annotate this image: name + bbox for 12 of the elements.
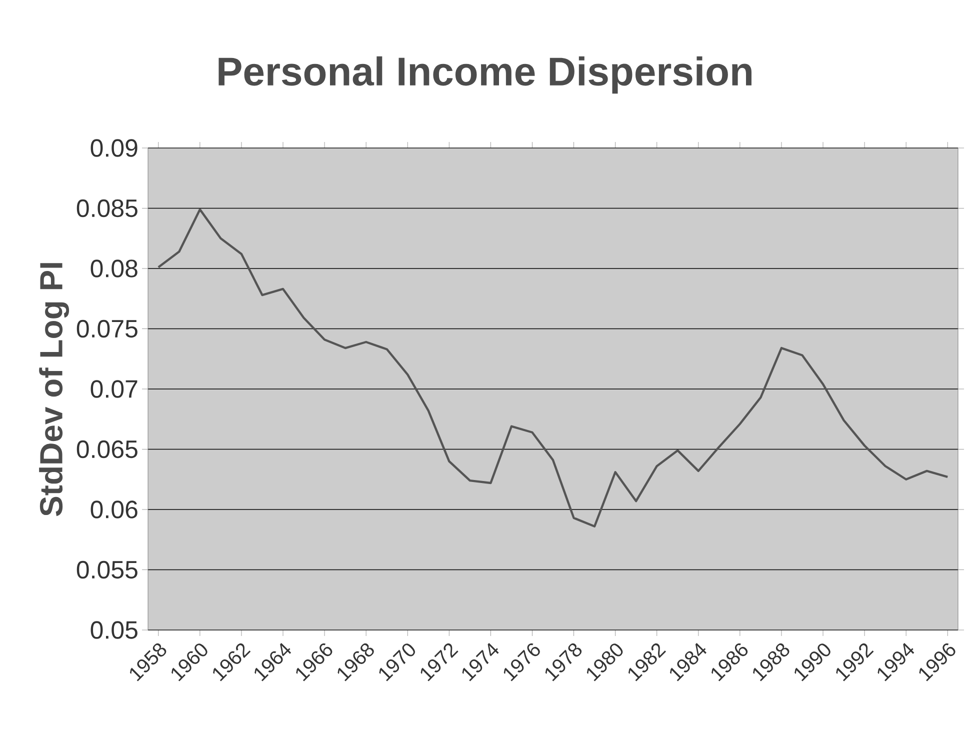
y-tick-label: 0.085: [76, 199, 138, 218]
line-series: [157, 208, 949, 528]
y-tick-label: 0.075: [76, 320, 138, 338]
y-tick-label: 0.08: [90, 260, 138, 278]
chart-title: Personal Income Dispersion: [218, 56, 752, 94]
y-tick-label: 0.09: [90, 139, 138, 157]
y-axis-title: StdDev of Log PI: [39, 263, 70, 516]
y-tick-label: 0.065: [76, 440, 138, 458]
y-tick-label: 0.06: [90, 500, 138, 518]
y-tick-label: 0.07: [90, 380, 138, 398]
y-tick-label: 0.05: [90, 621, 138, 639]
y-tick-label: 0.055: [76, 560, 138, 579]
